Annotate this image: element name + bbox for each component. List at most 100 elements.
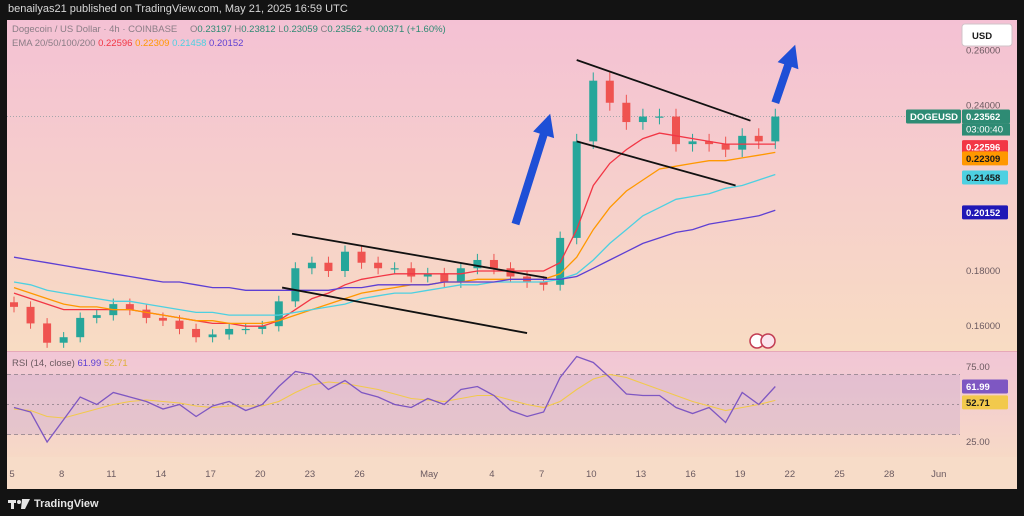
candle-May-21[interactable] [771,116,780,142]
candle-Apr-30[interactable] [423,273,432,277]
last-price-tag-label: 0.23562 [966,112,1000,123]
ema-tag-2: 0.22309 [962,151,1008,166]
breakout-arrow-2[interactable] [771,44,799,104]
time-axis-label: 11 [106,469,116,480]
candle-Apr-21[interactable] [274,301,283,327]
chart-area[interactable]: 75.00 25.00 61.99 52.71 RSI (14, close) 61.9… [0,18,1024,495]
candle-Apr-9[interactable] [76,317,85,338]
rsi-value-tag: 61.99 [962,379,1008,394]
flag1-upper-line[interactable] [291,232,548,279]
symbol-tag-bg [906,109,961,124]
candle-Apr-6[interactable] [26,306,35,324]
time-axis-label: 26 [354,469,365,480]
candle-May-2[interactable] [456,268,465,283]
rsi-ma-tag-label: 52.71 [966,398,990,409]
rsi-tick-label: 75.00 [966,362,990,373]
flag2-lower-line[interactable] [576,140,736,187]
last-price-tag-bg [962,109,1010,124]
candle-May-15[interactable] [672,116,680,145]
rsi-legend-value: 61.99 [77,358,103,369]
candle-Apr-19[interactable] [241,328,250,331]
candle-Apr-5[interactable] [10,302,18,307]
candle-May-16[interactable] [688,141,697,145]
time-axis-label: Jun [931,469,946,480]
rsi-legend: RSI (14, close) 61.99 52.71 [12,358,128,369]
rsi-ma-tag: 52.71 [962,395,1008,410]
candle-May-11[interactable] [605,80,614,103]
candle-Apr-17[interactable] [208,334,217,338]
time-axis-label: 22 [785,469,796,480]
ema-tag-3-label: 0.21458 [966,173,1000,184]
ohlc-value-h: 0.23812 [241,24,278,35]
tradingview-brand[interactable]: TradingView [8,498,99,510]
candle-Apr-26[interactable] [357,251,366,263]
time-axis-label: 25 [834,469,845,480]
candle-Apr-15[interactable] [175,320,184,329]
candle-May-4[interactable] [489,259,498,269]
candle-Apr-18[interactable] [225,328,234,335]
time-axis-label: 7 [539,469,544,480]
candle-Apr-20[interactable] [258,326,267,329]
price-tick-label: 0.24000 [966,101,1000,112]
time-axis-label: 5 [9,469,14,480]
ohlc-key-c: C [321,24,328,35]
candle-Apr-28[interactable] [390,268,399,270]
time-axis-label: 28 [884,469,895,480]
candle-Apr-23[interactable] [307,262,316,269]
price-tick-label: 0.26000 [966,45,1000,56]
candle-May-17[interactable] [705,141,714,145]
symbol-legend: Dogecoin / US Dollar · 4h · COINBASE [12,24,177,35]
candle-Apr-10[interactable] [92,315,101,318]
candle-May-9[interactable] [572,141,581,238]
currency-button-bg[interactable] [961,23,1013,47]
ema-tag-1-bg [962,140,1008,155]
flag1-lower-line[interactable] [281,286,528,334]
ema-tag-4-bg [962,205,1008,220]
ohlc-legend: O0.23197 H0.23812 L0.23059 C0.23562 +0.0… [190,24,446,35]
currency-button[interactable]: USD [961,23,1013,47]
candle-May-14[interactable] [655,116,664,118]
ema-tag-4-label: 0.20152 [966,208,1000,219]
time-axis-pane [7,457,1017,489]
last-price-tag: 0.23562 [962,109,1010,124]
ohlc-value-o: 0.23197 [197,24,234,35]
candle-Apr-22[interactable] [291,268,300,302]
candle-May-3[interactable] [473,259,482,269]
ema-tag-1: 0.22596 [962,140,1008,155]
candle-May-20[interactable] [754,135,763,142]
candle-May-7[interactable] [539,282,548,285]
candle-Apr-7[interactable] [43,323,52,343]
time-axis-label: May [420,469,438,480]
ema-legend-value-1: 0.22596 [98,38,135,49]
us-flag-icon[interactable] [760,333,776,349]
candle-May-18[interactable] [721,144,730,150]
candle-May-10[interactable] [589,80,598,142]
ema-tag-3: 0.21458 [962,170,1008,185]
publisher-banner: benailyas21 published on TradingView.com… [8,3,348,15]
candle-Apr-12[interactable] [125,304,134,310]
ema-legend-value-2: 0.22309 [135,38,172,49]
ohlc-value-c: 0.23562 [327,24,364,35]
time-axis-label: 19 [735,469,746,480]
candle-Apr-13[interactable] [142,309,151,318]
candle-Apr-25[interactable] [341,251,349,272]
candle-Apr-14[interactable] [158,317,167,321]
breakout-arrow-1[interactable] [511,113,555,226]
candle-Apr-8[interactable] [59,337,68,343]
candle-Apr-29[interactable] [407,268,416,277]
rsi-line [13,355,776,444]
candle-May-13[interactable] [638,116,647,123]
candle-Apr-27[interactable] [374,262,383,269]
candle-Apr-16[interactable] [192,328,201,338]
time-axis-label: 10 [586,469,597,480]
candle-May-1[interactable] [440,273,449,283]
ema-legend-value-4: 0.20152 [209,38,243,49]
tradingview-logo-icon [8,499,30,509]
candle-May-12[interactable] [622,102,631,123]
candle-Apr-24[interactable] [324,262,333,272]
currency-button-label: USD [972,31,992,42]
price-pane [7,20,1017,351]
candle-May-19[interactable] [738,135,747,150]
flag2-upper-line[interactable] [576,59,751,122]
